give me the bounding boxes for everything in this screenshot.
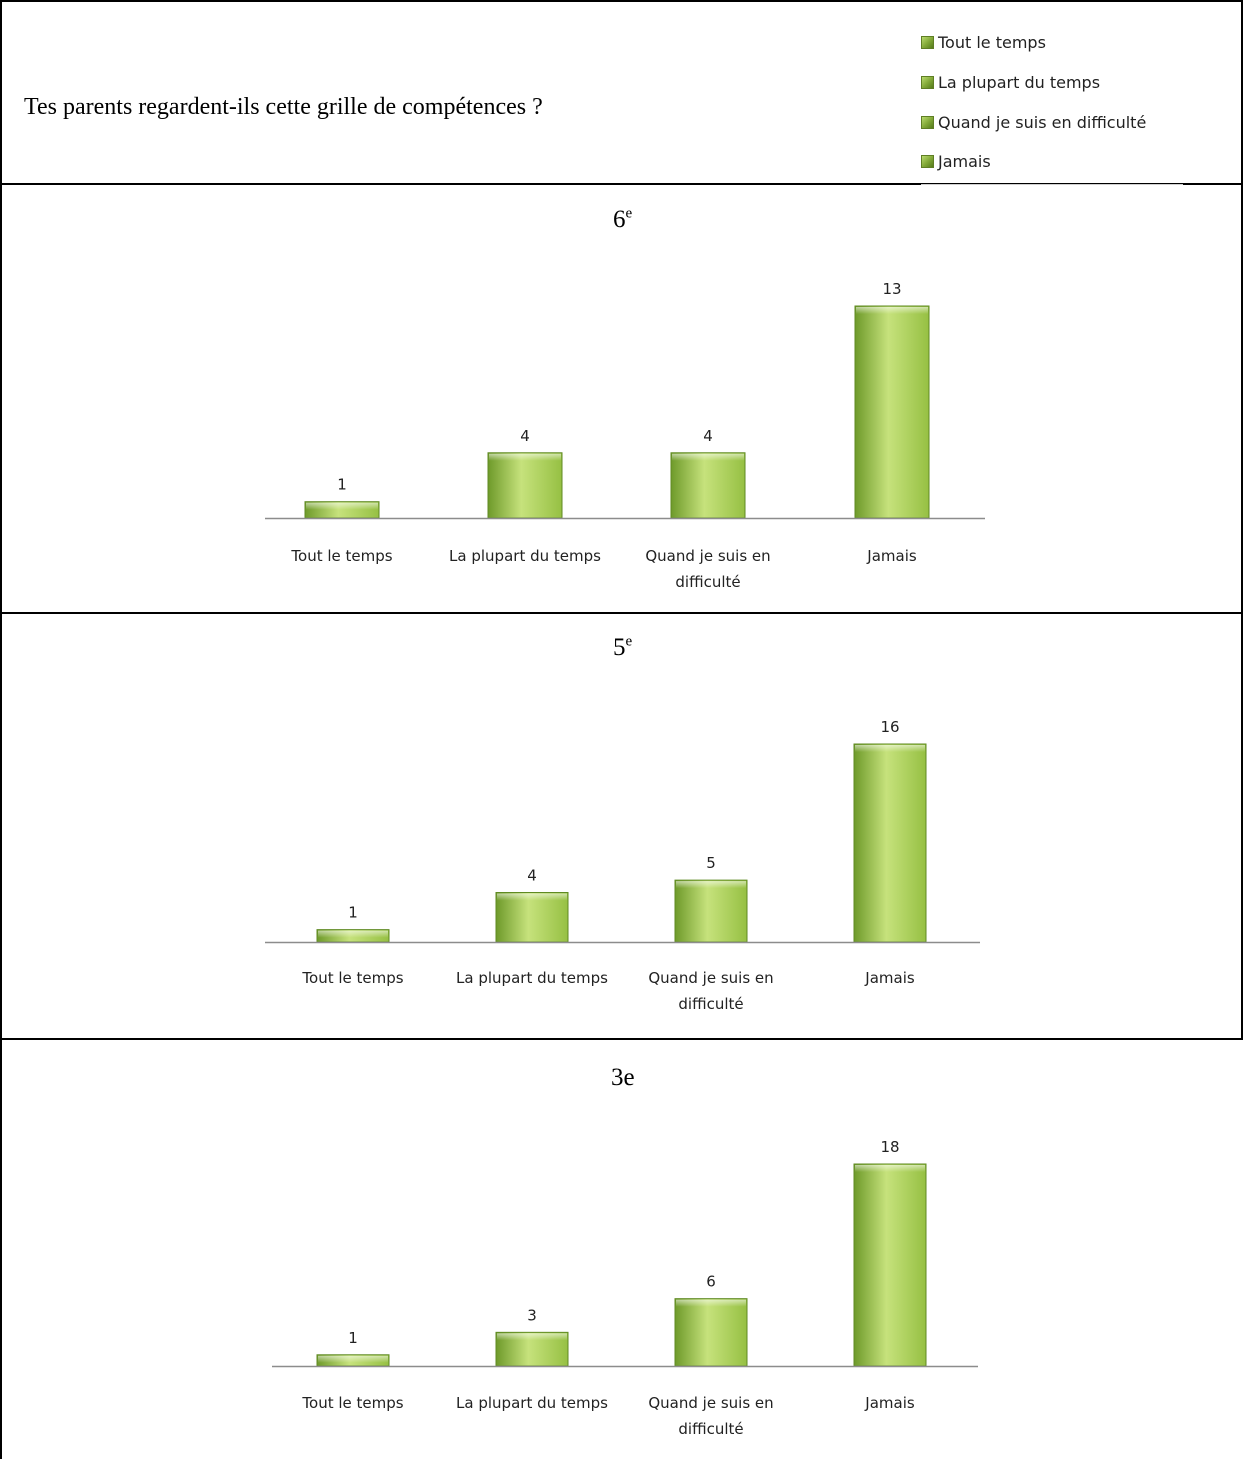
bar-highlight — [855, 745, 925, 752]
chart-title-3e: 3e — [611, 1064, 635, 1092]
bar-highlight — [676, 1299, 746, 1307]
legend-swatch — [921, 115, 934, 129]
data-label: 16 — [880, 718, 899, 736]
bar-highlight — [676, 881, 746, 889]
legend-swatch — [921, 75, 934, 89]
chart-title-main: 5 — [613, 634, 626, 661]
table-right-border — [1241, 0, 1243, 1040]
chart-title-main: 6 — [613, 206, 626, 233]
bar-3 — [670, 452, 746, 519]
data-label: 13 — [882, 280, 901, 298]
legend-label: Quand je suis en difficulté — [938, 112, 1147, 132]
chart-legend: Tout le temps La plupart du temps Quand … — [921, 30, 1183, 185]
chart-title-superscript: e — [625, 633, 633, 650]
legend-item-jamais: Jamais — [921, 149, 991, 173]
category-label: difficulté — [678, 1420, 743, 1438]
data-label: 18 — [880, 1138, 899, 1156]
category-label: Tout le temps — [301, 1394, 403, 1412]
row-divider-3 — [0, 1038, 1243, 1040]
category-label: Jamais — [864, 1394, 915, 1412]
legend-label: La plupart du temps — [938, 72, 1101, 92]
data-label: 6 — [706, 1273, 716, 1291]
category-label: La plupart du temps — [456, 1394, 608, 1412]
question-text: Tes parents regardent-ils cette grille d… — [24, 94, 543, 120]
legend-item-tout-le-temps: Tout le temps — [921, 30, 1046, 54]
bar-highlight — [318, 930, 388, 938]
legend-item-quand-je-suis-en-difficulte: Quand je suis en difficulté — [921, 110, 1146, 134]
legend-label: Jamais — [938, 151, 991, 171]
bar-3 — [674, 879, 748, 943]
data-label: 4 — [527, 867, 537, 885]
bar-4 — [853, 743, 927, 943]
table-left-border — [0, 0, 2, 1459]
data-label: 1 — [337, 476, 347, 494]
chart-title-5e: 5e — [613, 634, 632, 662]
bar-highlight — [856, 307, 928, 314]
data-label: 3 — [527, 1306, 537, 1324]
category-label: Jamais — [866, 547, 917, 565]
table-top-border — [0, 0, 1243, 2]
category-label: difficulté — [675, 573, 740, 591]
row-divider-2 — [0, 612, 1243, 614]
legend-swatch — [921, 35, 934, 49]
category-label: Quand je suis en — [645, 547, 770, 565]
legend-label: Tout le temps — [938, 32, 1046, 52]
bar-2 — [495, 892, 569, 943]
category-label: La plupart du temps — [456, 969, 608, 987]
bar-highlight — [672, 453, 744, 461]
bar-2 — [487, 452, 563, 519]
category-label: difficulté — [678, 995, 743, 1013]
category-label: Tout le temps — [290, 547, 392, 565]
bar-highlight — [489, 453, 561, 461]
category-label: Jamais — [864, 969, 915, 987]
bar-3 — [674, 1298, 748, 1367]
bar-highlight — [318, 1355, 388, 1363]
chart-title-6e: 6e — [613, 206, 632, 234]
data-label: 4 — [703, 427, 713, 445]
data-label: 5 — [706, 854, 716, 872]
category-label: La plupart du temps — [449, 547, 601, 565]
row-divider-1 — [0, 183, 1243, 185]
category-label: Tout le temps — [301, 969, 403, 987]
legend-swatch — [921, 154, 934, 168]
bar-highlight — [855, 1165, 925, 1172]
bar-chart-5e: 1 Tout le temps 4 La plupart du temps 5 Quand… — [265, 718, 980, 1013]
data-label: 1 — [348, 904, 358, 922]
chart-title-main: 3e — [611, 1064, 635, 1091]
bar-highlight — [306, 502, 378, 510]
category-label: Quand je suis en — [648, 1394, 773, 1412]
bar-chart-6e: 1 Tout le temps 4 La plupart du temps 4 Quand… — [265, 280, 985, 591]
category-label: Quand je suis en — [648, 969, 773, 987]
data-label: 1 — [348, 1329, 358, 1347]
bar-4 — [853, 1163, 927, 1367]
bar-highlight — [497, 893, 567, 901]
chart-title-superscript: e — [625, 205, 633, 222]
legend-item-la-plupart-du-temps: La plupart du temps — [921, 70, 1100, 94]
data-label: 4 — [520, 427, 530, 445]
bar-highlight — [497, 1333, 567, 1341]
